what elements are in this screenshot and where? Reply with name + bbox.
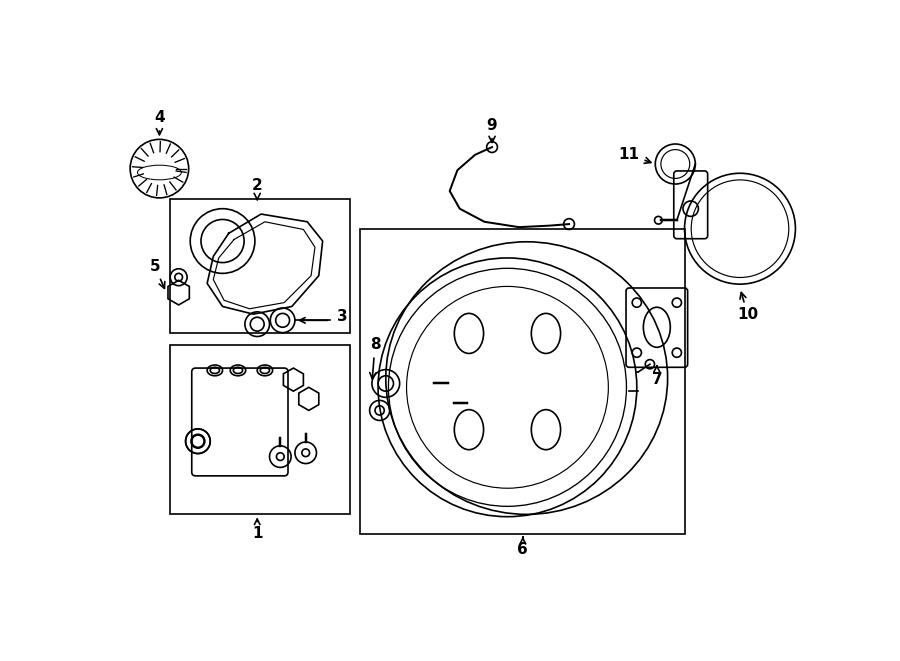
Text: 1: 1 (252, 526, 263, 541)
Bar (170, 199, 349, 333)
Text: 5: 5 (149, 259, 165, 288)
Text: 11: 11 (618, 147, 651, 163)
Text: 7: 7 (652, 366, 662, 387)
Text: 8: 8 (370, 338, 381, 379)
Text: 3: 3 (337, 309, 347, 324)
Text: 6: 6 (518, 541, 528, 557)
Text: 2: 2 (252, 178, 263, 200)
Text: 4: 4 (154, 110, 165, 135)
Bar (170, 345, 349, 514)
Text: 10: 10 (737, 292, 759, 323)
Bar (360, 229, 685, 533)
Text: 9: 9 (487, 118, 498, 142)
